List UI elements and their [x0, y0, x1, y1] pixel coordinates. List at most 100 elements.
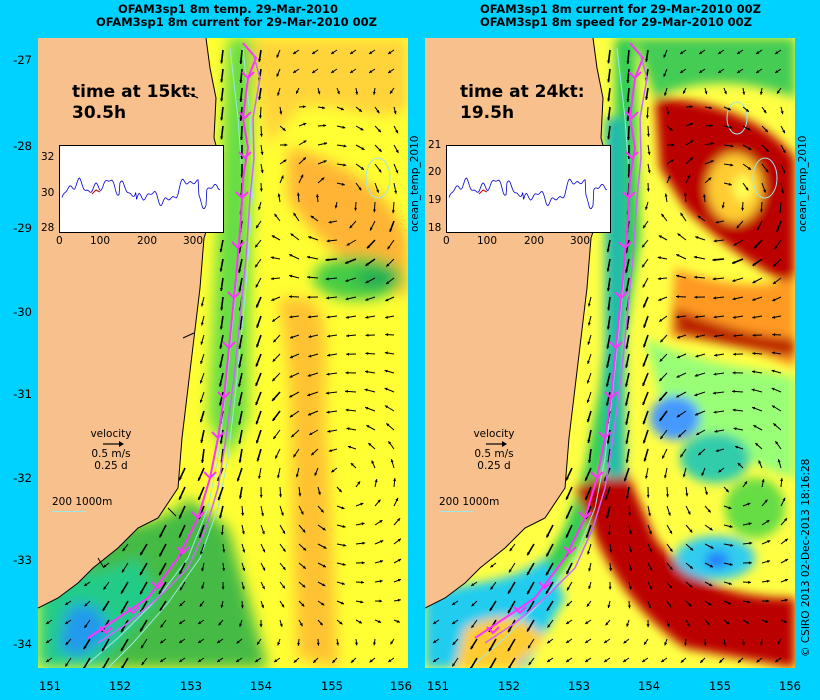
current-arrow-head: [376, 110, 380, 114]
current-arrow-head: [586, 603, 590, 607]
current-arrow-head: [604, 659, 608, 662]
current-arrow-head: [301, 603, 305, 607]
current-arrow-head: [643, 458, 647, 462]
credit-label: © CSIRO 2013 02-Dec-2013 18:16:28: [800, 458, 812, 657]
current-arrow-head: [379, 520, 383, 523]
current-arrow-head: [140, 552, 144, 556]
current-arrow-head: [345, 408, 349, 412]
current-arrow-head: [331, 51, 335, 54]
current-arrow-head: [625, 364, 629, 368]
current-arrow-head: [361, 580, 364, 584]
current-arrow-head: [781, 190, 785, 194]
current-arrow-head: [220, 60, 224, 64]
current-arrow-head: [773, 423, 777, 427]
y-tick: -32: [13, 471, 32, 485]
current-arrow-head: [626, 80, 630, 83]
current-arrow-head: [664, 193, 668, 197]
current-arrow-head: [585, 534, 589, 538]
current-arrow-head: [664, 642, 668, 646]
current-arrow-head: [658, 298, 662, 301]
current-arrow-head: [759, 91, 763, 95]
current-arrow-head: [275, 455, 278, 459]
y-tick: -33: [13, 553, 32, 567]
current-arrow-head: [773, 263, 777, 267]
current-arrow-head: [733, 334, 737, 338]
current-arrow-head: [341, 506, 345, 510]
current-arrow-head: [201, 568, 205, 572]
current-arrow-head: [323, 545, 327, 549]
current-arrow-head: [433, 640, 437, 643]
current-arrow-head: [369, 51, 373, 54]
current-arrow-head: [648, 513, 651, 517]
inset-y-tick: 28: [41, 222, 55, 234]
current-arrow-head: [239, 495, 242, 499]
current-arrow-head: [310, 215, 314, 219]
current-arrow-head: [452, 663, 456, 667]
current-arrow-head: [141, 661, 145, 666]
current-arrow-head: [384, 369, 388, 373]
current-arrow-head: [763, 110, 767, 114]
current-arrow-head: [343, 144, 347, 148]
current-arrow-head: [302, 565, 306, 569]
current-arrow-head: [395, 170, 399, 174]
current-arrow-head: [322, 583, 326, 586]
current-arrow-head: [289, 394, 293, 398]
inset-y-tick: 32: [41, 151, 55, 163]
current-arrow-head: [321, 177, 325, 181]
current-arrow-head: [606, 249, 610, 253]
current-arrow-head: [682, 474, 686, 478]
current-arrow-head: [756, 51, 760, 54]
current-arrow-head: [784, 538, 788, 542]
current-arrow-head: [566, 515, 569, 519]
current-arrow-head: [342, 125, 346, 129]
current-arrow-head: [737, 51, 741, 54]
current-arrow-head: [397, 538, 401, 542]
current-arrow-head: [46, 659, 50, 662]
current-arrow-head: [334, 205, 338, 209]
current-arrow-head: [642, 284, 646, 288]
current-arrow-head: [355, 91, 359, 95]
current-arrow-head: [296, 192, 300, 196]
left-velocity-legend: velocity 0.5 m/s 0.25 d: [90, 428, 132, 472]
current-arrow-head: [397, 559, 402, 562]
current-arrow-head: [680, 659, 684, 663]
current-arrow-head: [377, 620, 382, 623]
current-arrow-head: [546, 572, 549, 576]
inset-x-tick: 300: [183, 235, 204, 247]
inset-x-tick: 300: [570, 235, 591, 247]
current-arrow-head: [471, 603, 475, 607]
current-arrow-head: [379, 599, 383, 603]
current-arrow-head: [222, 549, 226, 553]
track-chevron: [628, 71, 642, 80]
current-arrow-head: [122, 569, 125, 573]
track-chevron: [578, 511, 592, 520]
current-arrow-head: [566, 659, 570, 662]
current-arrow-head: [587, 439, 591, 443]
current-arrow-head: [238, 383, 241, 387]
track-chevron: [598, 431, 612, 440]
current-arrow-head: [238, 288, 242, 292]
current-arrow-head: [289, 315, 293, 319]
current-arrow-head: [200, 341, 204, 345]
current-arrow-head: [159, 590, 162, 594]
current-arrow-head: [729, 125, 733, 129]
current-arrow-head: [647, 151, 651, 155]
current-arrow-head: [604, 497, 608, 501]
current-arrow-head: [689, 565, 693, 569]
current-arrow-head: [258, 475, 261, 479]
current-arrow-head: [83, 646, 87, 650]
current-arrow-head: [773, 281, 777, 284]
current-arrow-head: [315, 194, 319, 198]
current-arrow-head: [566, 534, 569, 538]
left-map-panel: [38, 38, 408, 668]
current-arrow-head: [587, 551, 590, 555]
current-arrow-head: [361, 561, 365, 565]
current-arrow-head: [219, 440, 223, 444]
current-arrow-head: [625, 421, 629, 425]
track-chevron: [126, 606, 140, 615]
current-arrow-head: [728, 582, 732, 585]
current-arrow-head: [766, 579, 770, 583]
current-arrow-head: [670, 159, 674, 163]
current-arrow-head: [719, 659, 723, 663]
current-arrow-head: [239, 99, 243, 102]
